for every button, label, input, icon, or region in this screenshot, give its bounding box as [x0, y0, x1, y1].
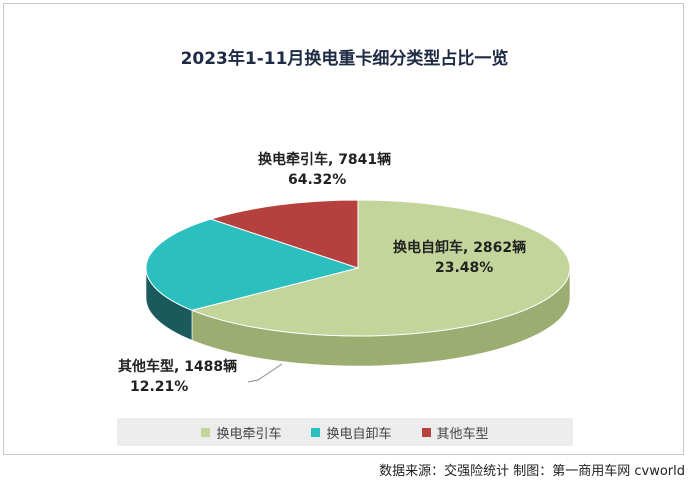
- pie-slice-dump: [145, 218, 360, 311]
- data-label-dump: 换电自卸车, 2862辆 23.48%: [393, 238, 526, 278]
- data-label-dump-percent: 23.48%: [435, 260, 494, 276]
- data-label-other: 其他车型, 1488辆 12.21%: [118, 357, 237, 397]
- legend-swatch-tractor: [201, 427, 211, 437]
- data-label-tractor-name: 换电牵引车, 7841辆: [258, 152, 392, 168]
- legend-label-tractor: 换电牵引车: [216, 426, 282, 442]
- data-label-other-percent: 12.21%: [130, 379, 189, 395]
- leader-line-other: [247, 363, 283, 383]
- pie-tops: [145, 199, 571, 337]
- data-label-other-name: 其他车型, 1488辆: [118, 359, 238, 375]
- source-note: 数据来源：交强险统计 制图：第一商用车网 cvworld: [379, 464, 685, 479]
- pie-slice-other: [209, 199, 359, 269]
- data-label-dump-name: 换电自卸车, 2862辆: [393, 240, 527, 256]
- pie-slice-tractor: [190, 199, 571, 337]
- legend-item-other: 其他车型: [421, 423, 489, 442]
- legend: 换电牵引车 换电自卸车 其他车型: [117, 418, 573, 446]
- legend-label-other: 其他车型: [436, 426, 489, 442]
- legend-swatch-other: [421, 427, 431, 437]
- data-label-tractor: 换电牵引车, 7841辆 64.32%: [258, 150, 391, 190]
- legend-swatch-dump: [311, 427, 321, 437]
- legend-item-tractor: 换电牵引车: [201, 423, 281, 442]
- legend-item-dump: 换电自卸车: [311, 423, 392, 442]
- data-label-tractor-percent: 64.32%: [288, 172, 347, 188]
- legend-label-dump: 换电自卸车: [326, 426, 392, 442]
- chart-title: 2023年1-11月换电重卡细分类型占比一览: [180, 49, 509, 69]
